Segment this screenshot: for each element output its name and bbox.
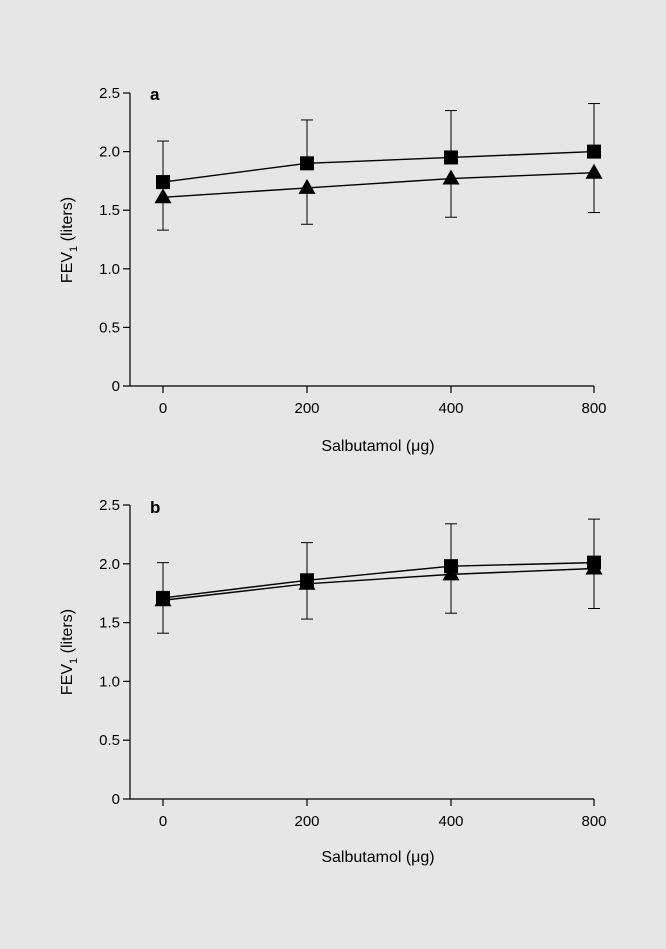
- chart-panel-b: b Salbutamol (μg) FEV1 (liters) 0 0.5 1.0 1…: [59, 497, 607, 866]
- triangle-marker: [585, 163, 603, 179]
- y-axis-label-tail: (liters): [59, 197, 76, 246]
- y-tick-label: 2.5: [99, 497, 120, 514]
- square-marker: [587, 144, 601, 159]
- square-marker: [156, 175, 170, 190]
- square-series-line: [162, 561, 595, 599]
- y-tick-label: 1.5: [99, 615, 120, 632]
- y-axis-label-subscript: 1: [68, 246, 80, 252]
- square-series-line: [162, 150, 595, 183]
- chart-panel-a: a Salbutamol (μg) FEV1 (liters) 0 0.5 1.0 1…: [59, 85, 607, 455]
- y-axis-label: FEV1 (liters): [59, 609, 80, 695]
- x-tick-label: 400: [438, 400, 463, 417]
- y-tick-label: 0.5: [99, 319, 120, 336]
- triangle-marker: [298, 178, 316, 194]
- y-tick-label: 1.0: [99, 261, 120, 278]
- x-axis-label: Salbutamol (μg): [321, 438, 434, 455]
- triangle-marker: [154, 591, 172, 607]
- y-axis-label-tail: (liters): [59, 609, 76, 658]
- x-tick-label: 0: [159, 813, 167, 830]
- y-tick-label: 1.5: [99, 202, 120, 219]
- y-axis-label: FEV1 (liters): [59, 197, 80, 283]
- triangle-marker: [154, 188, 172, 204]
- triangle-series-line: [162, 171, 595, 199]
- x-tick-label: 800: [581, 400, 606, 417]
- y-axis-label-subscript: 1: [68, 658, 80, 664]
- x-tick-label: 0: [159, 400, 167, 417]
- y-tick-label: 2.0: [99, 144, 120, 161]
- triangle-marker: [442, 565, 460, 581]
- triangle-marker: [442, 169, 460, 185]
- y-tick-label: 2.0: [99, 556, 120, 573]
- x-tick-label: 200: [294, 813, 319, 830]
- x-tick-label: 200: [294, 400, 319, 417]
- x-axis-label: Salbutamol (μg): [321, 849, 434, 866]
- square-marker: [300, 156, 314, 171]
- triangle-series-line: [162, 567, 595, 601]
- y-tick-label: 0.5: [99, 732, 120, 749]
- panel-letter: a: [150, 85, 160, 104]
- x-tick-label: 400: [438, 813, 463, 830]
- triangle-marker: [298, 574, 316, 590]
- y-tick-label: 1.0: [99, 673, 120, 690]
- y-tick-label: 2.5: [99, 85, 120, 102]
- x-tick-label: 800: [581, 813, 606, 830]
- panel-letter: b: [150, 498, 160, 517]
- triangle-marker: [585, 559, 603, 575]
- y-axis-label-main: FEV: [59, 664, 76, 695]
- square-marker: [444, 150, 458, 165]
- y-tick-label: 0: [112, 378, 120, 395]
- y-axis-label-main: FEV: [59, 252, 76, 283]
- y-tick-label: 0: [112, 791, 120, 808]
